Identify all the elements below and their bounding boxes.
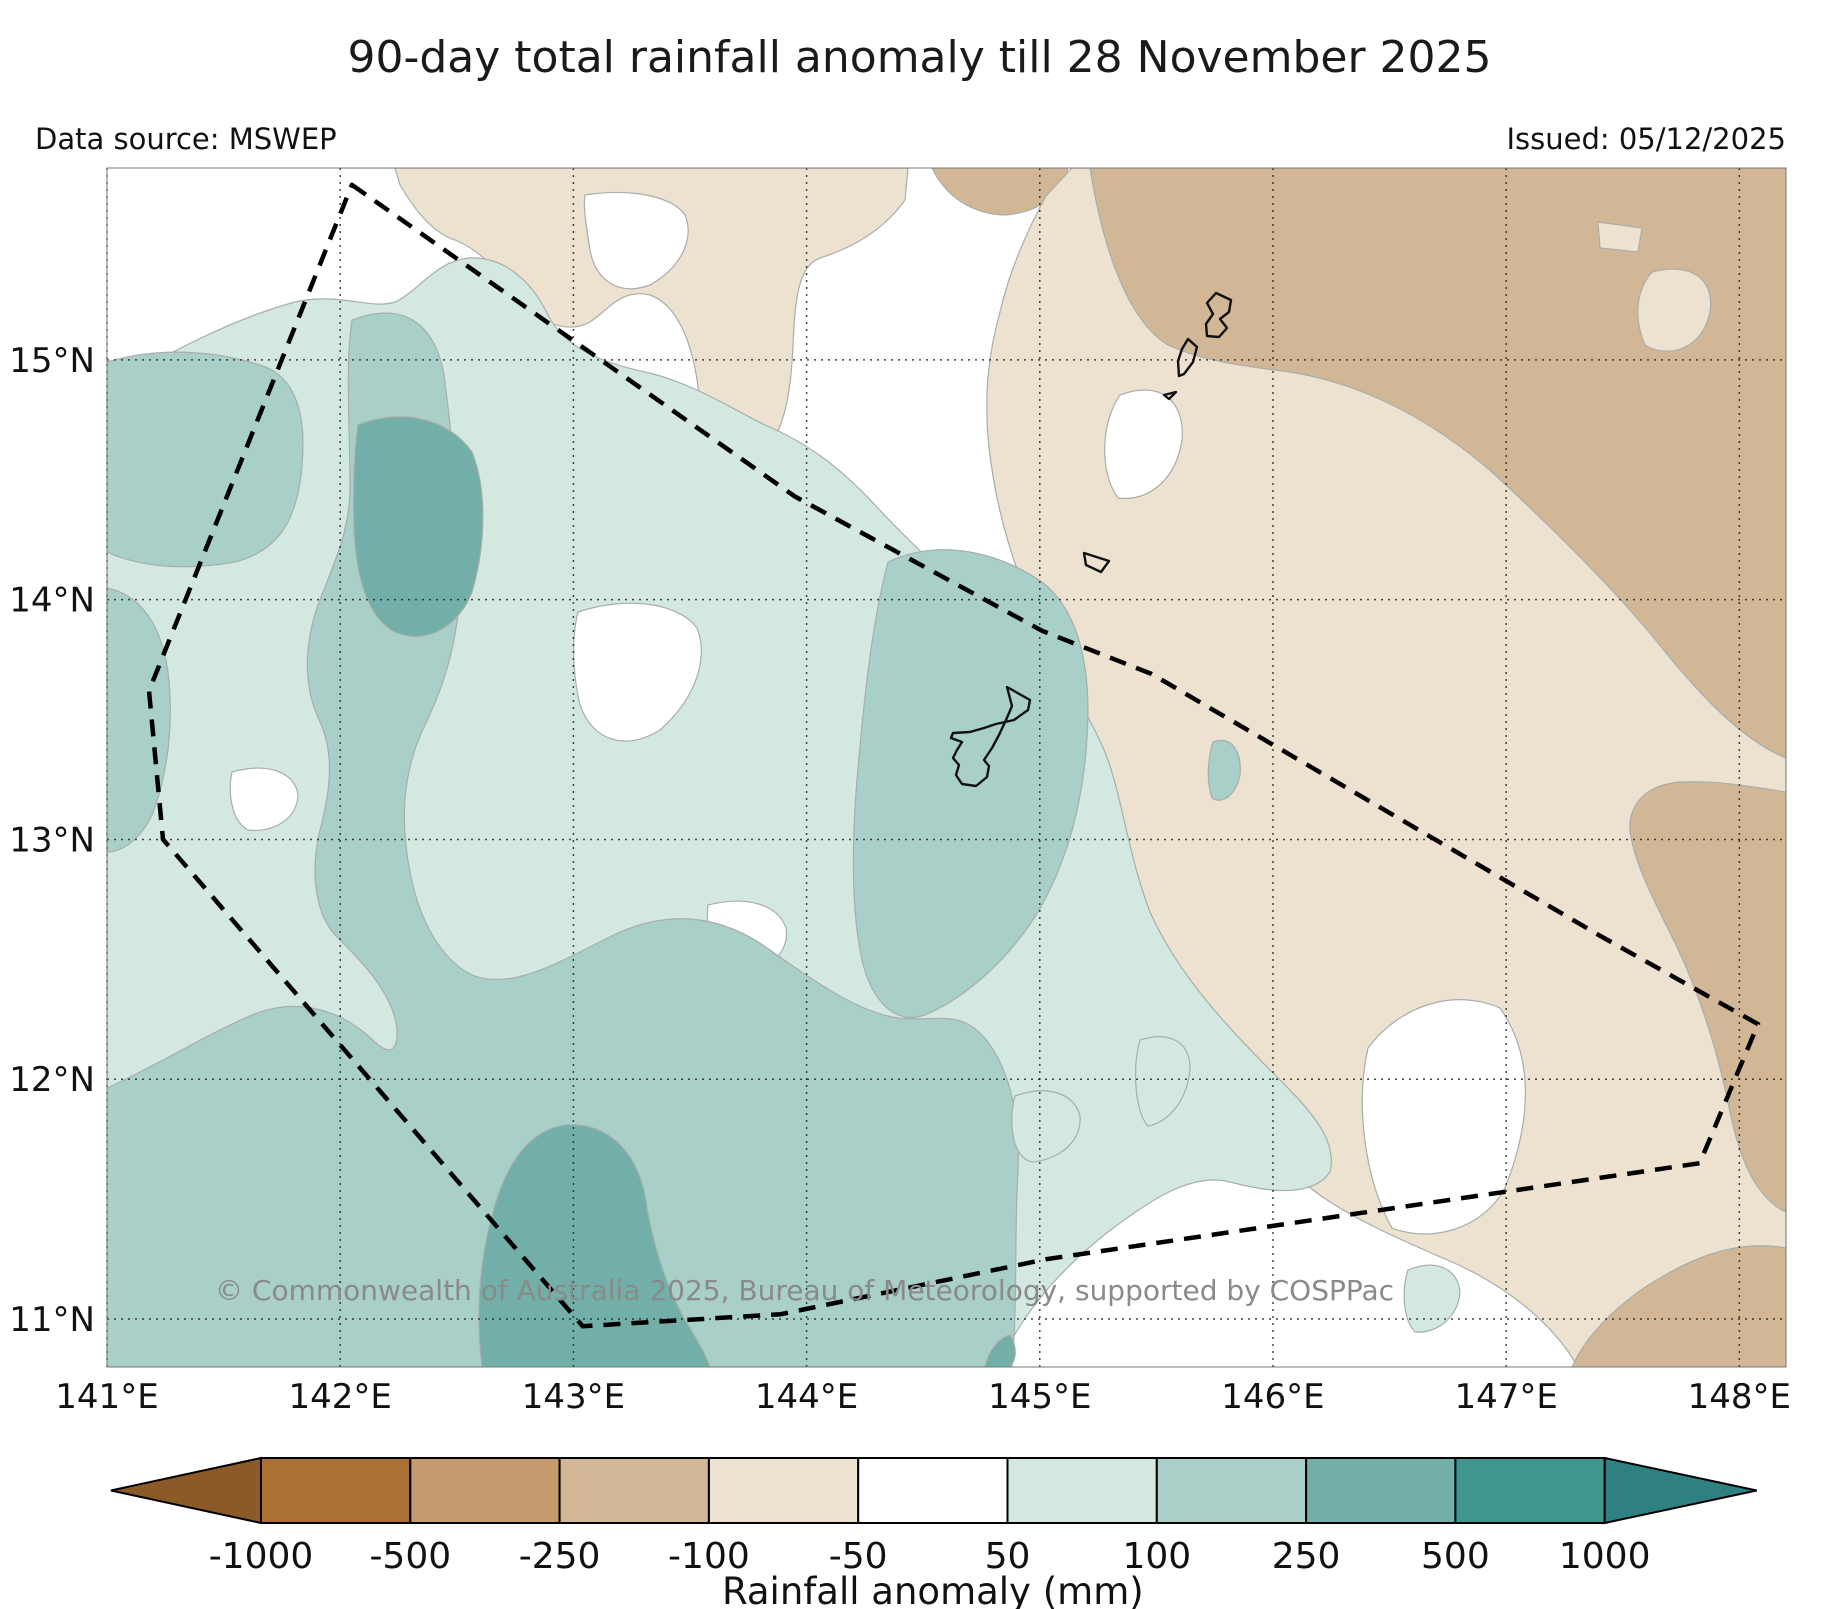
colorbar-segment bbox=[857, 1457, 1009, 1524]
colorbar: -1000 -500 -250 -100 -50 50 100 250 500 1000 Rainf… bbox=[110, 1456, 1757, 1609]
island-outline-guam bbox=[949, 685, 1032, 788]
contour-region-wet-strong-north bbox=[353, 416, 484, 637]
colorbar-tick-label: -50 bbox=[829, 1536, 888, 1577]
colorbar-segment bbox=[707, 1457, 860, 1524]
eez-boundary-layer bbox=[146, 182, 1761, 1329]
colorbar-tick-label: 250 bbox=[1272, 1536, 1341, 1577]
contour-region-wet-medium-nw bbox=[107, 351, 304, 568]
contour-islet-wet-patch bbox=[1403, 1264, 1461, 1333]
contour-hole-lighttan bbox=[1637, 268, 1712, 352]
colorbar-segment bbox=[409, 1457, 561, 1524]
colorbar-over-arrow bbox=[1603, 1456, 1757, 1525]
eez-dashed-boundary bbox=[146, 182, 1761, 1329]
island-outline-tinian bbox=[1176, 337, 1199, 378]
contour-region-wet-strong-small bbox=[984, 1334, 1016, 1367]
island-outline-layer bbox=[949, 291, 1233, 788]
contour-region-dry-bottomright bbox=[1571, 1245, 1786, 1367]
axis-tick-labels: 141°E 142°E 143°E 144°E 145°E 146°E 147°E 148°E… bbox=[9, 341, 1791, 1417]
x-tick-label: 142°E bbox=[288, 1377, 391, 1417]
contour-islet-wet-patch bbox=[1011, 1090, 1081, 1163]
plot-frame bbox=[106, 167, 1787, 1368]
colorbar-segment bbox=[558, 1457, 710, 1524]
contour-region-dry-topright bbox=[1089, 168, 1786, 759]
copyright-note: © Commonwealth of Australia 2025, Bureau… bbox=[215, 1274, 1394, 1307]
colorbar-tick-label: -500 bbox=[369, 1536, 451, 1577]
contour-hole-white bbox=[229, 767, 299, 832]
y-tick-label: 14°N bbox=[9, 581, 95, 621]
y-tick-label: 15°N bbox=[9, 341, 95, 381]
colorbar-segment bbox=[1305, 1457, 1457, 1524]
x-tick-label: 143°E bbox=[522, 1377, 625, 1417]
contour-region-wet-medium-guam bbox=[852, 549, 1089, 1018]
y-tick-label: 13°N bbox=[9, 820, 95, 860]
contour-hole-white bbox=[583, 191, 689, 290]
colorbar-tick-label: 500 bbox=[1421, 1536, 1490, 1577]
y-tick-label: 12°N bbox=[9, 1060, 95, 1100]
data-source-label: Data source: MSWEP bbox=[35, 122, 337, 156]
contour-hole-white bbox=[1361, 999, 1526, 1235]
x-tick-label: 148°E bbox=[1688, 1377, 1791, 1417]
island-outline-rota bbox=[1082, 551, 1111, 574]
contour-region-wet-medium-sliver bbox=[1207, 739, 1241, 801]
colorbar-caption: Rainfall anomaly (mm) bbox=[722, 1570, 1144, 1609]
colorbar-tick-label: -1000 bbox=[209, 1536, 314, 1577]
issued-date-label: Issued: 05/12/2025 bbox=[1506, 122, 1786, 156]
x-tick-label: 147°E bbox=[1454, 1377, 1557, 1417]
x-tick-label: 141°E bbox=[55, 1377, 158, 1417]
colorbar-segment bbox=[1006, 1457, 1158, 1524]
colorbar-segment bbox=[1155, 1457, 1308, 1524]
contour-islet-wet-patch bbox=[1135, 1036, 1191, 1127]
x-tick-label: 145°E bbox=[988, 1377, 1091, 1417]
colorbar-tick-label: 100 bbox=[1122, 1536, 1191, 1577]
x-tick-label: 146°E bbox=[1221, 1377, 1324, 1417]
colorbar-segment bbox=[260, 1457, 412, 1524]
contour-fill-layer bbox=[107, 168, 1786, 1367]
contour-hole-lighttan bbox=[1597, 221, 1643, 253]
y-tick-label: 11°N bbox=[9, 1300, 95, 1340]
x-tick-label: 144°E bbox=[755, 1377, 858, 1417]
colorbar-segment bbox=[1454, 1457, 1606, 1524]
contour-region-wet-medium-west-strip bbox=[107, 587, 171, 853]
island-outline-saipan bbox=[1204, 291, 1233, 339]
colorbar-tick-label: 1000 bbox=[1559, 1536, 1651, 1577]
colorbar-tick-label: 50 bbox=[985, 1536, 1031, 1577]
island-outline-aguijan bbox=[1162, 390, 1178, 401]
contour-hole-white bbox=[573, 602, 702, 742]
contour-region-wet-strong-bottom bbox=[478, 1124, 711, 1367]
colorbar-under-arrow bbox=[110, 1456, 262, 1525]
page-title: 90-day total rainfall anomaly till 28 No… bbox=[347, 32, 1492, 83]
colorbar-tick-label: -100 bbox=[668, 1536, 750, 1577]
colorbar-tick-label: -250 bbox=[519, 1536, 601, 1577]
